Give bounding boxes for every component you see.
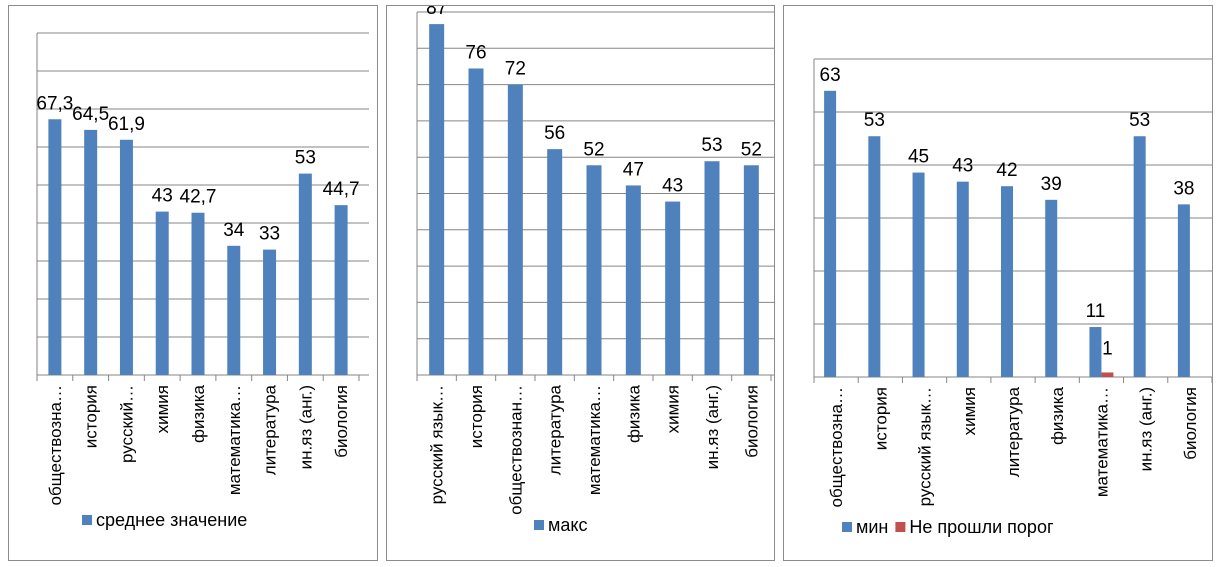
data-label: 1 [1102,338,1113,359]
data-label: 11 [1086,301,1106,322]
data-label: 52 [583,139,604,160]
data-label: 34 [223,220,245,241]
data-label: 43 [152,186,173,207]
category-label: литература [261,384,280,475]
bar-мин [1045,199,1058,377]
category-label: история [871,387,890,450]
bar-среднее значение [48,119,62,375]
data-label: 44,7 [323,179,360,200]
data-label: 53 [1129,110,1150,131]
data-label: 43 [662,176,683,197]
category-label: химия [960,387,979,435]
category-label: ин.яз (анг.) [703,385,722,469]
category-label: русский… [117,385,136,463]
category-label: биология [1181,387,1200,460]
bar-мин [956,181,969,377]
bar-макс [665,201,681,375]
bar-мин [1089,327,1102,377]
bar-макс [743,165,759,375]
bar-мин [1177,204,1190,377]
category-label: литература [1004,386,1023,477]
data-label: 47 [623,159,644,180]
bar-среднее значение [119,139,133,375]
bar-среднее значение [334,205,348,375]
bar-макс [547,149,563,375]
category-label: история [467,385,486,448]
data-label: 76 [465,42,486,63]
category-label: литература [546,384,565,475]
legend-swatch [895,522,906,532]
category-label: история [82,385,101,448]
bar-макс [625,185,641,375]
data-label: 64,5 [72,104,109,125]
category-label: физика [624,384,643,443]
min-score-chart: 63 53 45 43 42 39 11 53 38 1 обществозна… история ру… [813,58,1212,537]
bar-макс [468,68,484,375]
bar-макс [704,161,720,375]
data-label: 87 [426,6,447,19]
bar-среднее значение [84,129,98,375]
chart-panel-min: 63 53 45 43 42 39 11 53 38 1 обществозна… история ру… [783,5,1213,561]
category-label: обществозна… [827,387,846,507]
bar-среднее значение [263,249,277,375]
data-label: 67,3 [36,93,73,114]
category-label: математика… [1092,387,1111,497]
category-label: русский язык… [916,387,935,506]
data-label: 42,7 [180,187,217,208]
category-label: биология [742,385,761,458]
category-label: биология [332,385,351,458]
data-label: 52 [741,139,762,160]
bar-мин [868,136,881,377]
data-label: 53 [295,148,316,169]
legend-swatch [82,515,92,525]
category-label: химия [664,385,683,433]
category-label: физика [189,384,208,443]
bar-среднее значение [191,212,205,375]
category-label: ин.яз (анг.) [1137,387,1156,471]
data-label: 39 [1041,174,1062,195]
bar-среднее значение [155,211,169,375]
data-label: 53 [864,110,885,131]
bar-мин [1133,136,1146,377]
category-label: химия [153,385,172,433]
data-label: 53 [701,135,722,156]
bar-среднее значение [298,173,312,375]
data-label: 33 [259,224,280,245]
data-label: 42 [996,160,1017,181]
data-label: 61,9 [108,114,145,135]
legend-swatch [842,522,852,532]
data-label: 43 [952,156,973,177]
category-label: физика [1048,386,1067,445]
bar-макс [586,165,602,375]
category-label: обществозна… [46,385,65,505]
bar-мин [824,90,837,378]
legend-label: среднее значение [96,510,247,530]
bar-мин [1001,186,1013,377]
category-label: обществознан… [506,385,525,515]
data-label: 45 [908,147,929,168]
data-label: 72 [505,59,526,80]
max-score-chart: 87 76 72 56 52 47 43 53 52 русский язык… история об… [416,6,774,535]
average-score-chart: 67,364,561,9 43 42,7 34 33 53 44,7 обществозна…… [36,32,369,530]
chart-panel-max: 87 76 72 56 52 47 43 53 52 русский язык… история об… [386,5,775,561]
category-label: математика… [225,385,244,495]
legend-label: макс [548,515,587,535]
bar-макс [429,24,445,375]
bar-Не прошли порог [1101,372,1114,377]
bar-мин [912,172,925,377]
bar-среднее значение [227,245,241,375]
category-label: математика… [585,385,604,495]
data-label: 56 [544,123,565,144]
bar-макс [507,84,523,375]
legend-label: мин [856,517,888,537]
chart-panel-average: 67,3 64,5 61,9 43 42,7 34 33 53 44,7 обществозна…… [8,5,378,561]
legend-label: Не прошли порог [909,517,1054,537]
data-label: 38 [1173,178,1194,199]
category-label: русский язык… [428,385,447,504]
category-label: ин.яз (анг.) [296,385,315,469]
data-label: 63 [820,65,841,86]
legend-swatch [534,520,544,530]
